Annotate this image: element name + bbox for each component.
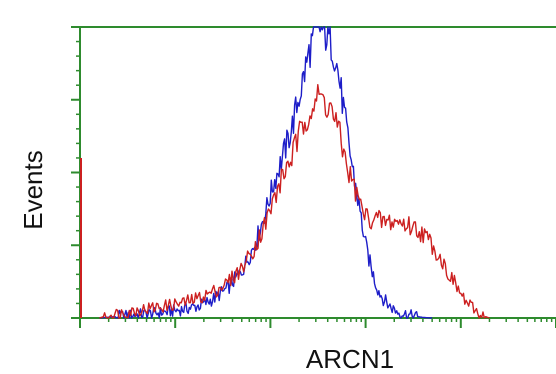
x-axis-title: ARCN1 xyxy=(306,344,394,374)
plot-area xyxy=(71,26,556,328)
y-axis-title: Events xyxy=(18,150,48,230)
series-line-1 xyxy=(99,26,433,319)
series-line-2 xyxy=(99,84,490,319)
